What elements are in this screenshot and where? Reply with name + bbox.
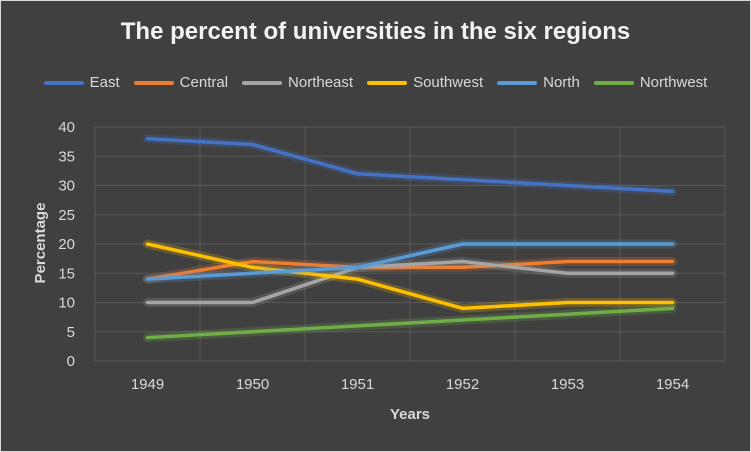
chart-title: The percent of universities in the six r… xyxy=(120,18,631,45)
x-tick-label: 1951 xyxy=(341,376,374,393)
y-tick-label: 10 xyxy=(58,295,75,312)
legend-label: East xyxy=(89,74,120,91)
legend-swatch xyxy=(367,80,408,85)
legend-item-east: East xyxy=(43,74,120,91)
chart-legend: East Central Northeast Southwest North Northw… xyxy=(0,74,751,91)
legend-swatch xyxy=(497,80,538,85)
legend-swatch xyxy=(242,80,283,85)
y-axis-ticks: 0 5 10 15 20 25 30 35 40 xyxy=(58,119,75,370)
legend-label: North xyxy=(543,74,580,91)
legend-item-northeast: Northeast xyxy=(242,74,353,91)
x-tick-label: 1952 xyxy=(446,376,479,393)
series-line-north xyxy=(145,242,675,281)
y-tick-label: 35 xyxy=(58,148,75,165)
series-line-southwest xyxy=(145,242,675,311)
x-tick-label: 1954 xyxy=(656,376,689,393)
series-line-northeast xyxy=(145,259,675,305)
legend-item-north: North xyxy=(497,74,580,91)
y-tick-label: 25 xyxy=(58,207,75,224)
legend-label: Northeast xyxy=(288,74,354,91)
y-axis-title: Percentage xyxy=(32,203,49,284)
series-line-east xyxy=(145,136,675,194)
legend-swatch xyxy=(133,80,174,85)
y-tick-label: 20 xyxy=(58,236,75,253)
series-lines xyxy=(143,134,677,343)
x-tick-label: 1949 xyxy=(131,376,164,393)
legend-item-southwest: Southwest xyxy=(367,74,483,91)
legend-swatch xyxy=(43,80,84,85)
x-axis-ticks: 1949 1950 1951 1952 1953 1954 xyxy=(131,376,689,393)
y-tick-label: 40 xyxy=(58,119,75,136)
y-tick-label: 15 xyxy=(58,265,75,282)
x-tick-label: 1953 xyxy=(551,376,584,393)
legend-label: Central xyxy=(179,74,229,91)
legend-item-northwest: Northwest xyxy=(593,74,708,91)
legend-label: Northwest xyxy=(639,74,708,91)
x-axis-title: Years xyxy=(390,406,430,423)
legend-label: Southwest xyxy=(413,74,484,91)
x-tick-label: 1950 xyxy=(236,376,269,393)
y-tick-label: 5 xyxy=(67,324,75,341)
legend-item-central: Central xyxy=(133,74,229,91)
y-tick-label: 0 xyxy=(67,353,75,370)
series-line-northwest xyxy=(145,306,675,340)
legend-swatch xyxy=(593,80,634,85)
y-tick-label: 30 xyxy=(58,178,75,195)
